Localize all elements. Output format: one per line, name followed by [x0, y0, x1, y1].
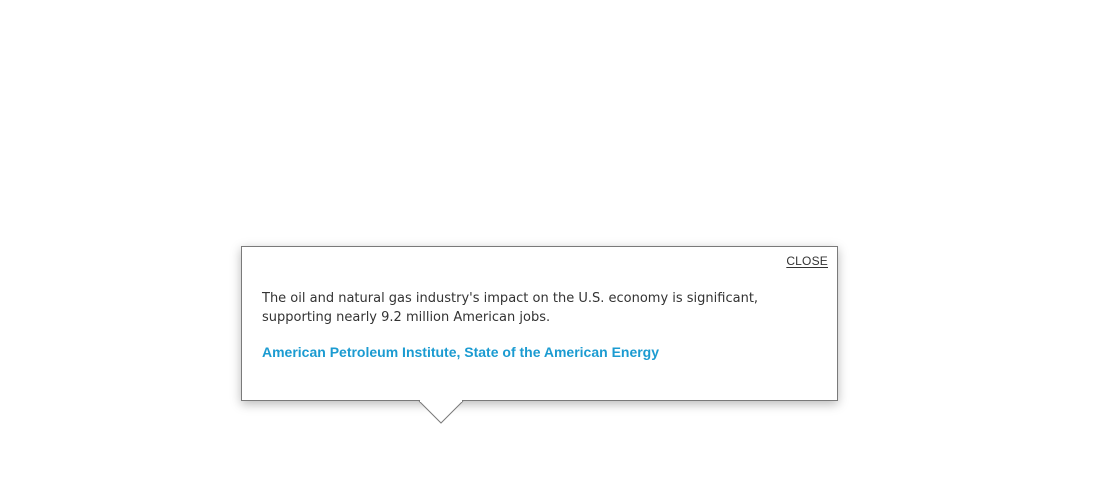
popup-quote-text: The oil and natural gas industry's impac…	[262, 291, 759, 325]
pointer-arrow-icon	[418, 400, 464, 424]
source-link[interactable]: American Petroleum Institute, State of t…	[262, 344, 660, 360]
info-popup: CLOSE The oil and natural gas industry's…	[241, 246, 838, 424]
close-button[interactable]: CLOSE	[786, 254, 828, 268]
